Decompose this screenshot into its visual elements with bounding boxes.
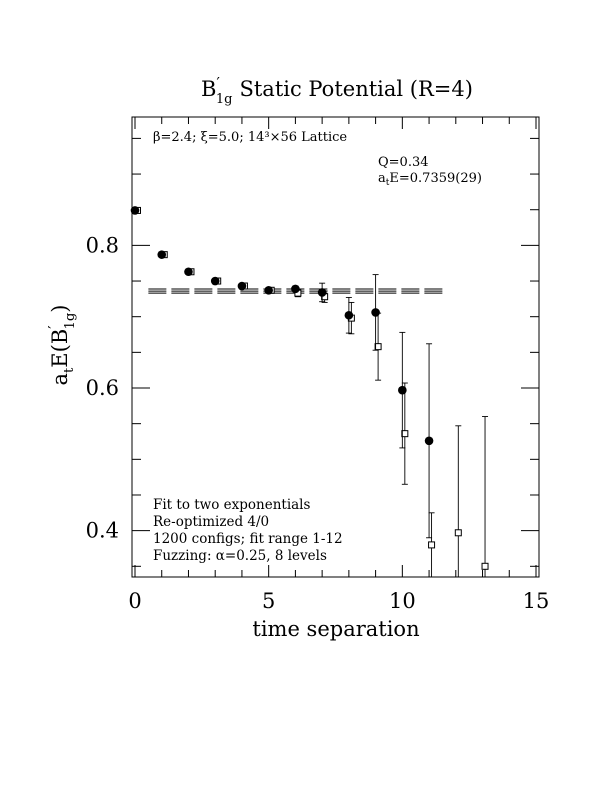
ate-subscript: t: [386, 178, 390, 188]
data-point-circle: [317, 288, 327, 297]
x-axis-label: time separation: [252, 617, 419, 641]
note-line-3: 1200 configs; fit range 1-12: [153, 531, 343, 547]
note-line-4: Fuzzing: α=0.25, 8 levels: [153, 548, 327, 564]
title-prime: ′: [216, 74, 220, 92]
data-point-square: [401, 430, 409, 438]
y-label-subscript-t: t: [62, 367, 77, 373]
q-annotation: Q=0.34: [378, 155, 429, 170]
y-label-subscript-1g: 1g: [63, 313, 78, 330]
data-point-square: [481, 562, 489, 570]
x-tick-label: 5: [262, 589, 275, 613]
data-point-circle: [184, 267, 193, 277]
data-point-circle: [264, 286, 273, 295]
note-line-2: Re-optimized 4/0: [153, 514, 269, 530]
chart-title: B′ 1g Static Potential (R=4): [201, 74, 473, 107]
y-tick-label: 0.6: [86, 376, 119, 400]
tick-labels: 0 5 10 15 0.4 0.6 0.8: [86, 233, 550, 613]
axis-ticks: [132, 117, 539, 577]
data-point-square: [454, 529, 462, 537]
data-point-circle: [424, 436, 434, 446]
data-point-square: [374, 343, 382, 351]
data-point-circle: [291, 284, 300, 294]
x-tick-label: 0: [128, 589, 141, 613]
data-point-circle: [344, 310, 354, 320]
data-point-circle: [157, 250, 167, 259]
data-point-circle: [398, 385, 407, 395]
series-filled-circles: [130, 206, 434, 539]
note-line-1: Fit to two exponentials: [153, 497, 311, 513]
title-subscript: 1g: [216, 92, 233, 107]
y-tick-label: 0.8: [86, 233, 119, 257]
plot-frame: [131, 116, 540, 578]
x-tick-label: 15: [523, 589, 550, 613]
y-tick-label: 0.4: [86, 519, 119, 543]
series-open-squares: [134, 206, 489, 578]
fit-notes: Fit to two exponentials Re-optimized 4/0…: [153, 497, 343, 564]
y-label-prime: ′: [45, 325, 63, 329]
data-point-circle: [210, 276, 220, 286]
data-point-circle: [237, 281, 247, 291]
data-point-circle: [371, 308, 380, 317]
data-point-circle: [130, 206, 140, 215]
data-point-square: [428, 541, 436, 549]
lattice-annotation: β=2.4; ξ=5.0; 14³×56 Lattice: [153, 130, 347, 145]
ate-annotation: atE=0.7359(29): [378, 171, 482, 188]
x-tick-label: 10: [389, 589, 416, 613]
y-axis-label: atE(B′1g): [45, 305, 78, 386]
